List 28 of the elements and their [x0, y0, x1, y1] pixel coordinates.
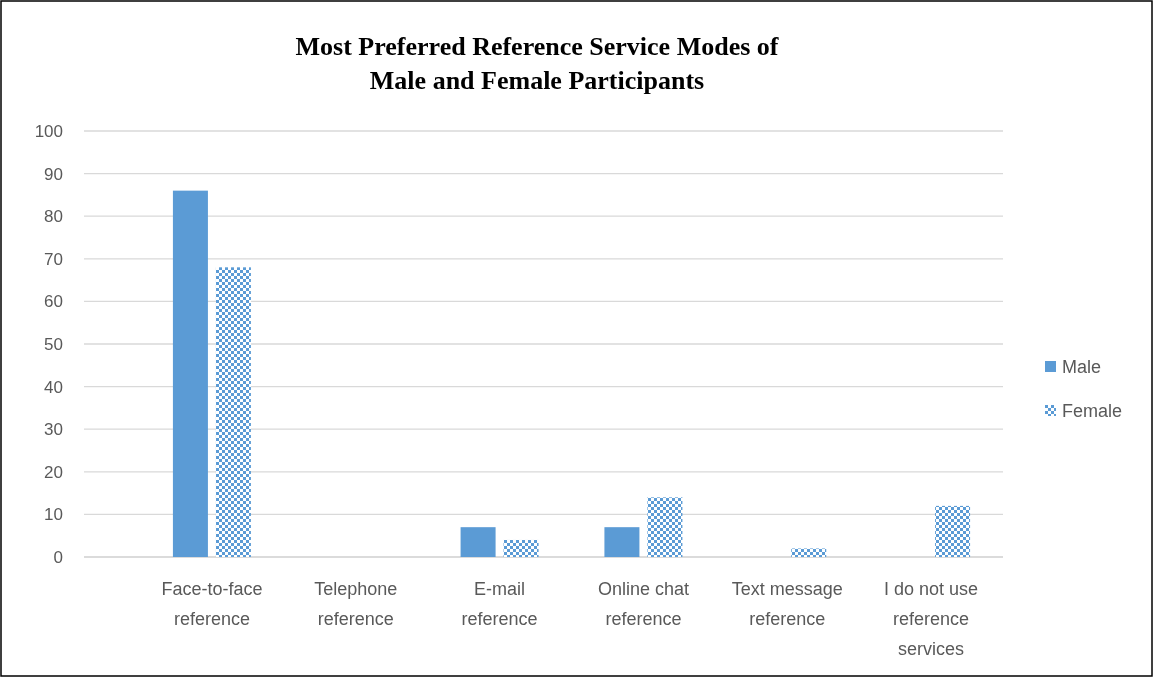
- y-tick-label: 50: [44, 334, 63, 354]
- y-tick-label: 60: [44, 292, 63, 312]
- y-tick-label: 100: [34, 121, 63, 141]
- bar: [791, 548, 827, 557]
- bar: [460, 527, 496, 557]
- bar: [503, 539, 539, 557]
- y-tick-label: 40: [44, 377, 63, 397]
- x-tick-label: Face-to-face reference: [161, 579, 263, 629]
- legend-label: Female: [1062, 401, 1123, 422]
- y-tick-label: 70: [44, 249, 63, 269]
- y-tick-label: 90: [44, 164, 63, 184]
- y-tick-label: 80: [44, 207, 63, 227]
- y-tick-label: 20: [44, 462, 63, 482]
- x-tick-label: Online chat reference: [597, 579, 689, 629]
- x-tick-label: E-mail reference: [461, 579, 538, 629]
- bar: [647, 497, 683, 557]
- y-tick-label: 10: [44, 505, 63, 525]
- bar: [215, 267, 251, 557]
- x-tick-label: Telephone reference: [314, 579, 398, 629]
- legend-label: Male: [1062, 357, 1102, 378]
- bar: [935, 505, 971, 557]
- x-tick-label: I do not use reference services: [884, 579, 979, 659]
- bar: [172, 190, 208, 557]
- y-tick-label: 0: [53, 547, 63, 567]
- chart-title: Most Preferred Reference Service Modes of Male and Female Participants: [295, 32, 779, 95]
- y-tick-label: 30: [44, 420, 63, 440]
- bar: [604, 527, 640, 557]
- x-tick-label: Text message reference: [731, 579, 843, 629]
